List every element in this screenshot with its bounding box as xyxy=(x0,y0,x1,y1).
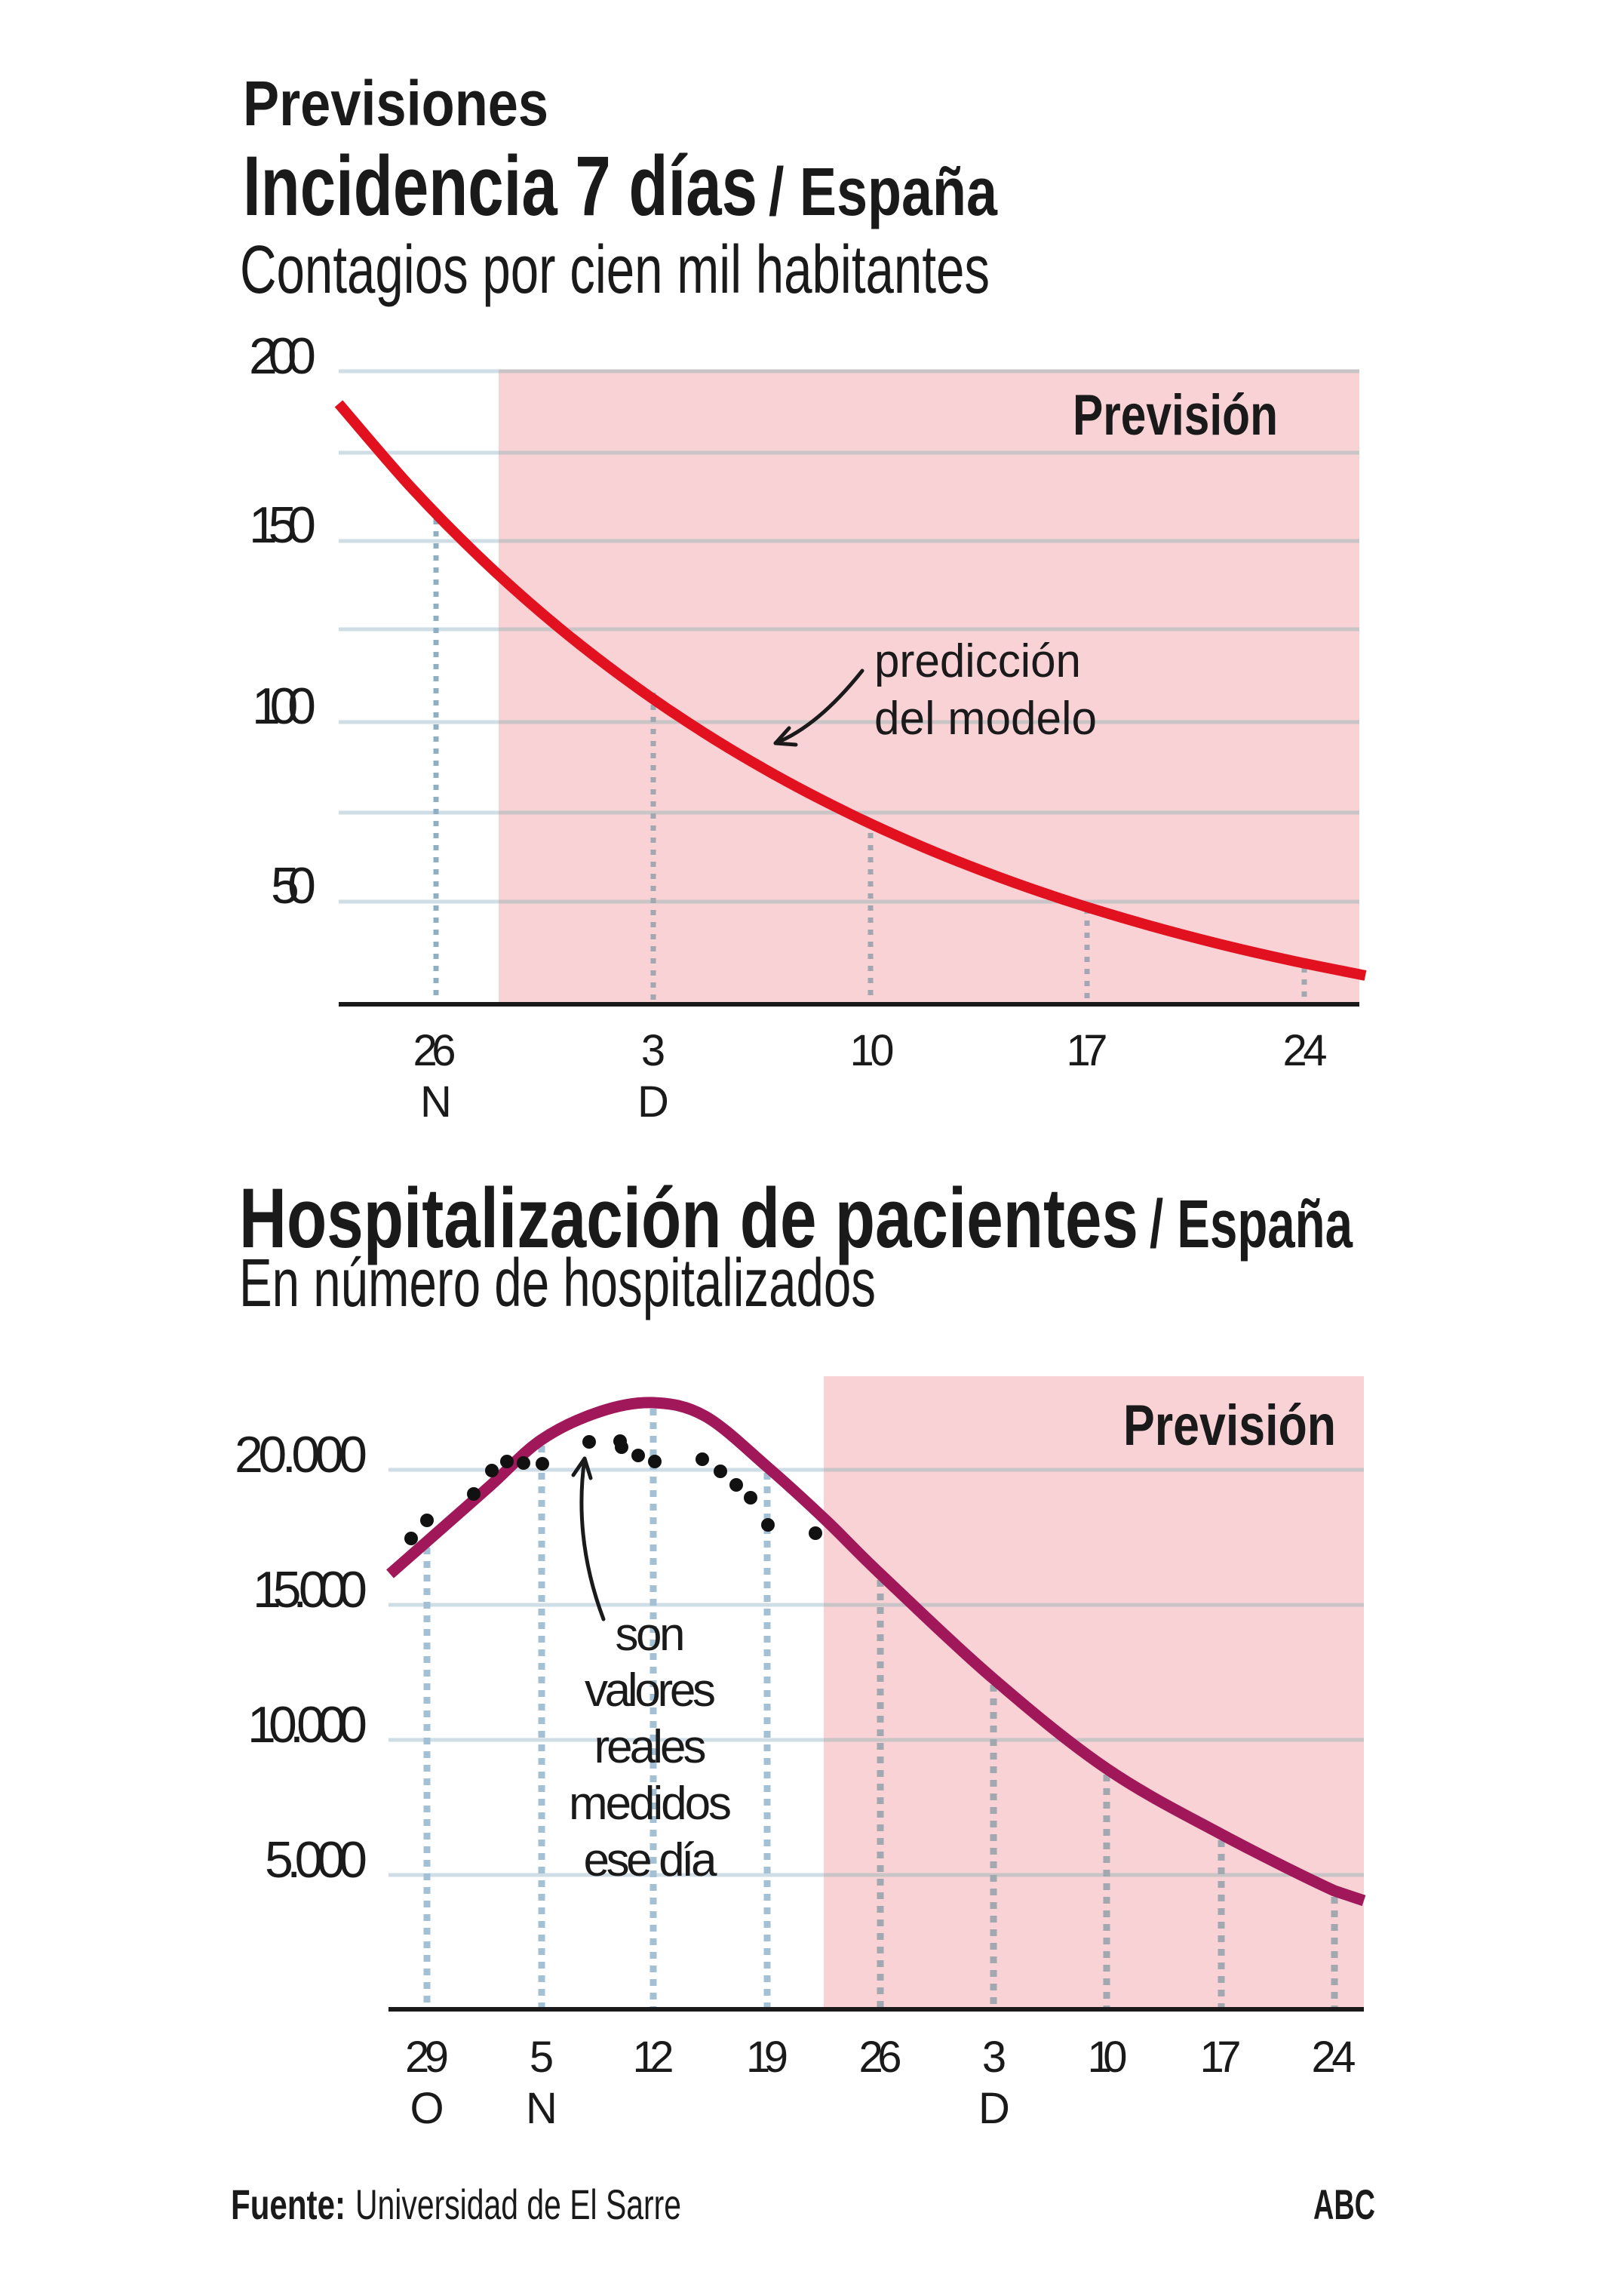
svg-text:O: O xyxy=(410,2084,444,2133)
svg-text:100: 100 xyxy=(252,678,316,735)
svg-text:del modelo: del modelo xyxy=(874,693,1097,745)
svg-text:ABC: ABC xyxy=(1313,2181,1375,2228)
svg-text:Hospitalización de pacientes: Hospitalización de pacientes xyxy=(239,1171,1138,1265)
svg-text:5.000: 5.000 xyxy=(265,1831,367,1889)
svg-text:predicción: predicción xyxy=(874,635,1081,687)
svg-text:Previsiones: Previsiones xyxy=(243,68,548,139)
svg-text:En número de hospitalizados: En número de hospitalizados xyxy=(239,1246,876,1321)
svg-text:valores: valores xyxy=(585,1664,716,1717)
svg-text:200: 200 xyxy=(249,327,316,385)
svg-text:10: 10 xyxy=(1088,2033,1128,2082)
svg-text:26: 26 xyxy=(413,1026,456,1075)
svg-text:24: 24 xyxy=(1312,2033,1356,2082)
svg-text:D: D xyxy=(637,1077,669,1126)
svg-text:Contagios por cien mil habitan: Contagios por cien mil habitantes xyxy=(240,232,990,308)
svg-text:D: D xyxy=(978,2084,1010,2133)
svg-text:26: 26 xyxy=(859,2033,902,2082)
svg-text:12: 12 xyxy=(633,2033,674,2082)
svg-text:Fuente:: Fuente: xyxy=(231,2181,345,2228)
svg-text:5: 5 xyxy=(530,2033,554,2082)
svg-text:150: 150 xyxy=(249,496,316,554)
svg-text:10: 10 xyxy=(850,1026,895,1075)
svg-text:Incidencia 7 días: Incidencia 7 días xyxy=(243,139,757,233)
svg-text:17: 17 xyxy=(1200,2033,1242,2082)
svg-text:ese día: ese día xyxy=(584,1834,718,1886)
svg-text:/ España: / España xyxy=(1150,1187,1353,1262)
svg-text:3: 3 xyxy=(982,2033,1006,2082)
svg-text:N: N xyxy=(420,1077,452,1126)
svg-text:10.000: 10.000 xyxy=(247,1696,367,1754)
svg-text:19: 19 xyxy=(746,2033,788,2082)
svg-text:son: son xyxy=(616,1609,686,1661)
svg-text:N: N xyxy=(526,2084,557,2133)
svg-text:reales: reales xyxy=(594,1721,707,1773)
svg-text:29: 29 xyxy=(405,2033,449,2082)
svg-text:3: 3 xyxy=(641,1026,665,1075)
svg-text:17: 17 xyxy=(1067,1026,1108,1075)
svg-text:24: 24 xyxy=(1283,1026,1328,1075)
svg-text:Universidad de El Sarre: Universidad de El Sarre xyxy=(355,2181,681,2228)
svg-text:Previsión: Previsión xyxy=(1073,383,1278,447)
svg-text:medidos: medidos xyxy=(569,1778,732,1830)
svg-text:20.000: 20.000 xyxy=(235,1426,367,1483)
svg-text:Previsión: Previsión xyxy=(1123,1394,1336,1458)
svg-text:15.000: 15.000 xyxy=(253,1561,367,1618)
svg-text:/ España: / España xyxy=(769,155,998,230)
svg-text:50: 50 xyxy=(271,857,316,914)
